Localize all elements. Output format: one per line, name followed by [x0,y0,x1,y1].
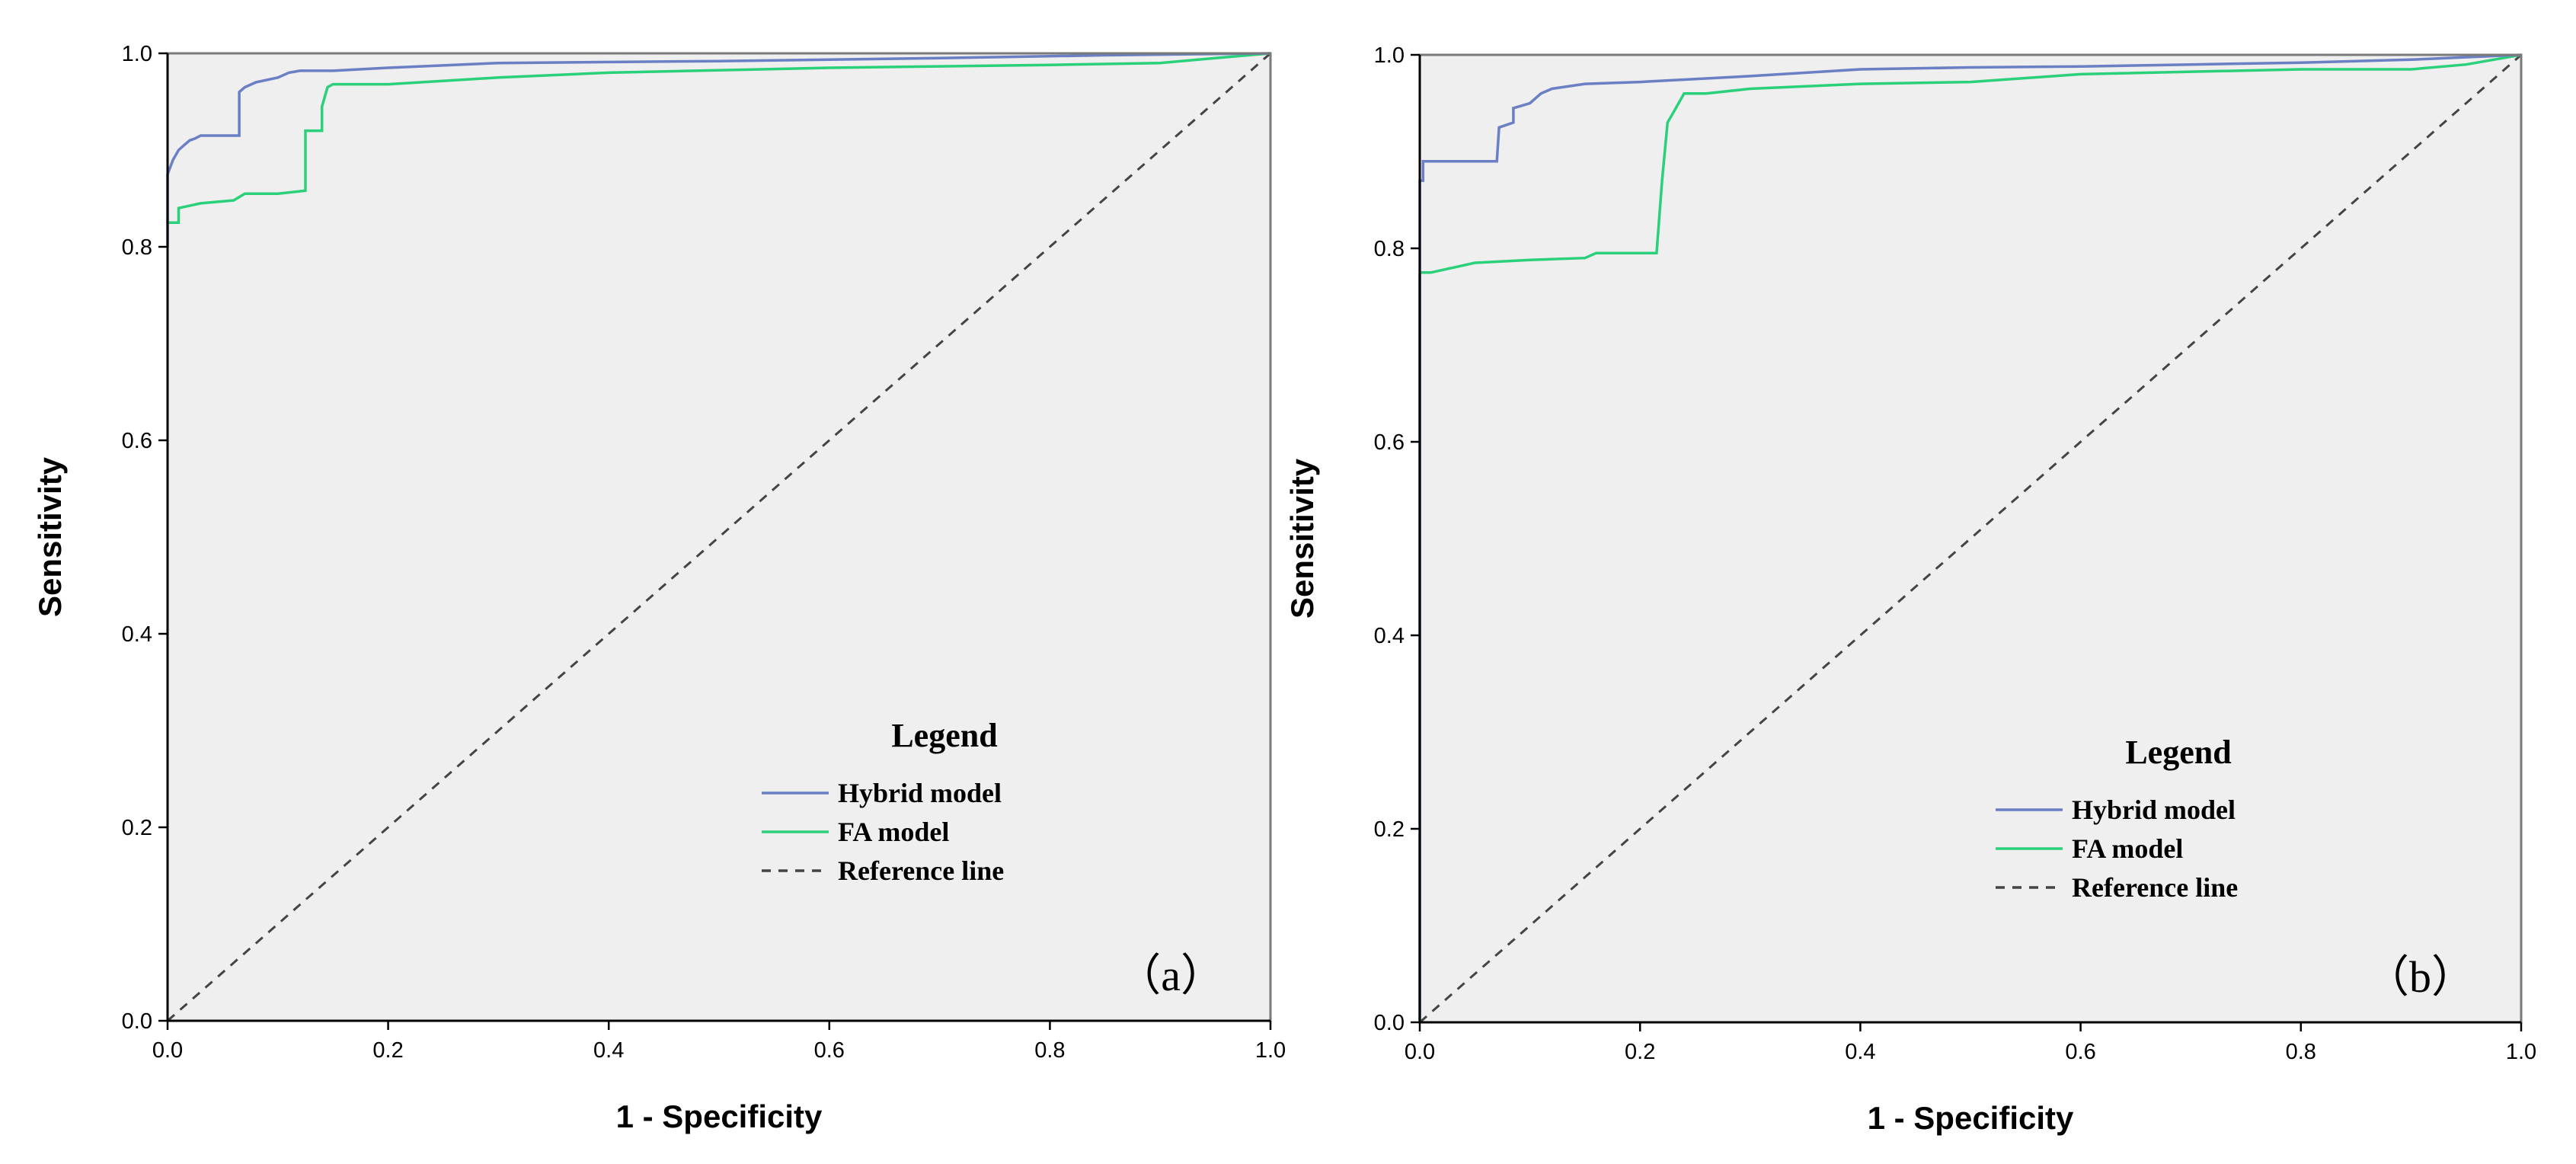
x-tick-label: 0.8 [1034,1038,1065,1063]
y-tick-label: 0.6 [1374,430,1405,455]
legend-entry-fa: FA model [2072,833,2183,864]
x-tick-label: 0.4 [593,1038,624,1063]
y-tick-label: 0.4 [122,622,152,647]
y-tick-label: 0.2 [1374,817,1405,842]
x-tick-label: 0.0 [152,1038,183,1063]
y-tick-label: 0.0 [122,1009,152,1034]
fa-roc-curve [166,52,1271,225]
chart-panel-b: 0.0 0.2 0.4 0.6 0.8 1.0 0.0 0.2 0.4 0.6 0.8 1.0 1 - … [1284,43,2536,1136]
panel-label: （a） [1117,951,1225,1000]
legend-title: Legend [891,717,997,754]
x-axis-label: 1 - Specificity [616,1098,823,1134]
legend-entry-reference: Reference line [2072,872,2238,903]
y-tick-label: 0.2 [122,816,152,840]
y-tick-label: 0.6 [122,429,152,453]
y-tick-label: 0.4 [1374,624,1405,648]
legend-entry-hybrid: Hybrid model [838,778,1002,808]
x-axis-label: 1 - Specificity [1868,1100,2074,1136]
hybrid-roc-curve [1418,53,2522,1022]
chart-panel-a: 0.0 0.2 0.4 0.6 0.8 1.0 0.0 0.2 0.4 0.6 0.8 1.0 1 - … [32,42,1286,1134]
panel-label: （b） [2365,952,2475,1002]
y-tick-label: 1.0 [122,42,152,66]
x-tick-label: 0.0 [1405,1040,1435,1064]
legend-entry-fa: FA model [838,817,949,847]
plot-area [1420,55,2521,1022]
x-tick-label: 0.6 [2065,1040,2095,1064]
legend-entry-hybrid: Hybrid model [2072,795,2236,825]
x-tick-label: 0.8 [2286,1040,2316,1064]
x-tick-label: 1.0 [1255,1038,1286,1063]
legend-title: Legend [2125,734,2231,771]
x-tick-label: 0.2 [1625,1040,1655,1064]
y-tick-label: 0.8 [122,235,152,260]
y-tick-label: 0.8 [1374,237,1405,261]
x-tick-label: 0.6 [814,1038,845,1063]
fa-roc-curve [1418,53,2522,1022]
x-tick-label: 0.2 [372,1038,403,1063]
y-axis-label: Sensitivity [32,456,68,617]
y-tick-label: 1.0 [1374,43,1405,68]
legend-entry-reference: Reference line [838,855,1004,886]
y-axis-label: Sensitivity [1284,458,1320,619]
y-tick-label: 0.0 [1374,1011,1405,1035]
hybrid-roc-curve [166,52,1271,247]
x-tick-label: 0.4 [1845,1040,1875,1064]
plot-area [168,53,1270,1021]
x-tick-label: 1.0 [2506,1040,2536,1064]
